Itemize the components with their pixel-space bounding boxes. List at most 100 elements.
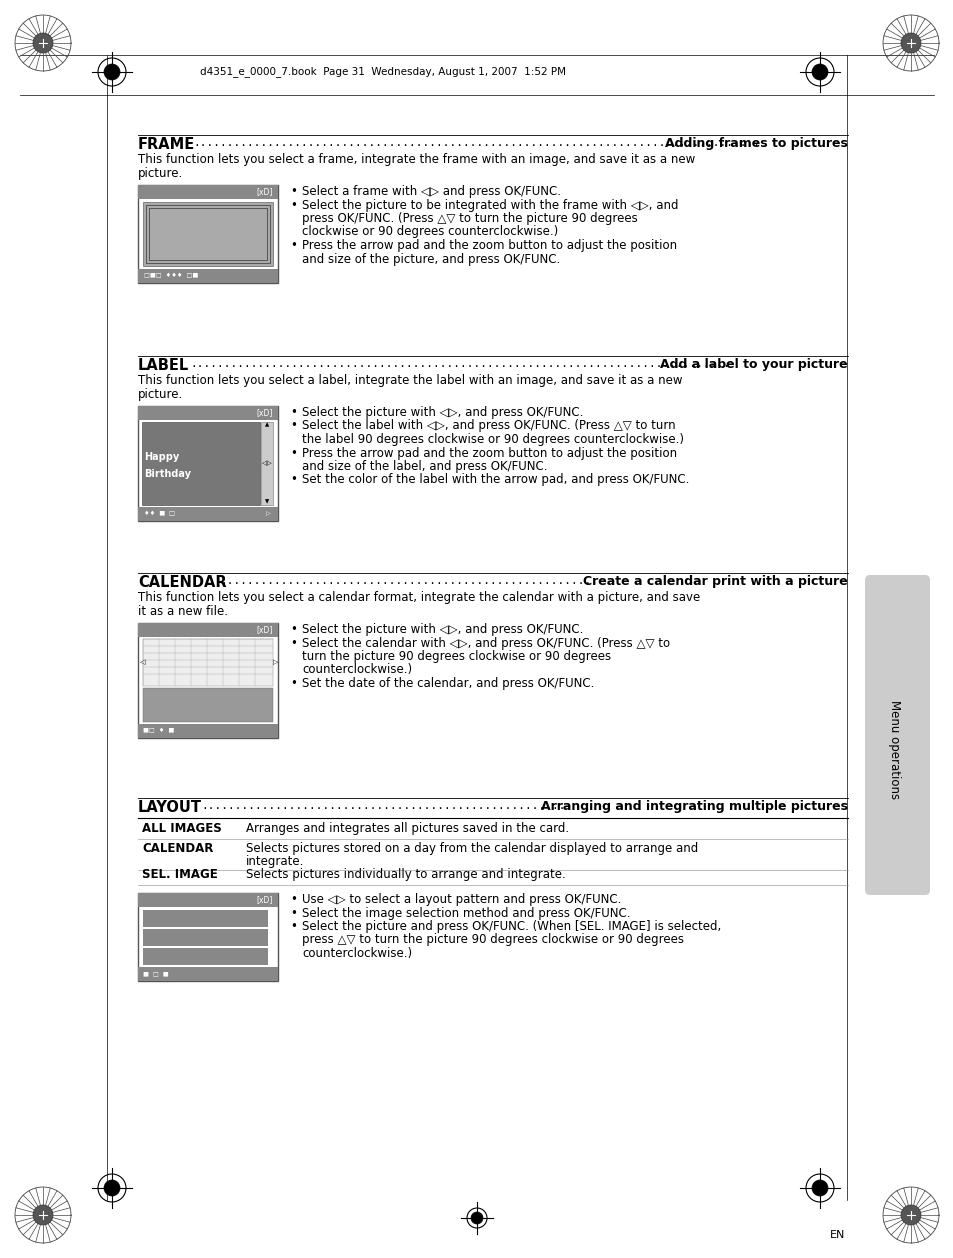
- Text: ◁: ◁: [140, 659, 145, 665]
- Text: ▲: ▲: [265, 423, 269, 428]
- Text: ................................................................................: ........................................…: [190, 359, 729, 369]
- Text: Happy: Happy: [144, 452, 179, 462]
- Circle shape: [811, 64, 827, 81]
- Text: ■□  ♦  ■: ■□ ♦ ■: [143, 728, 174, 733]
- Text: Press the arrow pad and the zoom button to adjust the position: Press the arrow pad and the zoom button …: [302, 239, 677, 252]
- Text: Select a frame with ◁▷ and press OK/FUNC.: Select a frame with ◁▷ and press OK/FUNC…: [302, 185, 560, 198]
- Bar: [138, 406, 277, 420]
- Text: Menu operations: Menu operations: [887, 701, 901, 800]
- Text: □■□  ♦♦♦  □■: □■□ ♦♦♦ □■: [144, 273, 198, 278]
- Text: .......................................................: ........................................…: [201, 801, 572, 811]
- Text: Adding frames to pictures: Adding frames to pictures: [664, 137, 847, 150]
- Text: Select the picture with ◁▷, and press OK/FUNC.: Select the picture with ◁▷, and press OK…: [302, 406, 583, 419]
- Text: Select the label with ◁▷, and press OK/FUNC. (Press △▽ to turn: Select the label with ◁▷, and press OK/F…: [302, 419, 675, 433]
- Text: ........................................................: ........................................…: [220, 576, 598, 586]
- Text: •: •: [290, 406, 296, 419]
- Text: Select the calendar with ◁▷, and press OK/FUNC. (Press △▽ to: Select the calendar with ◁▷, and press O…: [302, 637, 669, 649]
- Bar: [143, 910, 268, 927]
- Bar: [146, 205, 270, 263]
- Text: FRAME: FRAME: [138, 137, 195, 152]
- Text: clockwise or 90 degrees counterclockwise.): clockwise or 90 degrees counterclockwise…: [302, 225, 558, 239]
- Text: This function lets you select a label, integrate the label with an image, and sa: This function lets you select a label, i…: [138, 374, 681, 387]
- Text: Use ◁▷ to select a layout pattern and press OK/FUNC.: Use ◁▷ to select a layout pattern and pr…: [302, 893, 620, 906]
- Text: counterclockwise.): counterclockwise.): [302, 947, 412, 960]
- Text: Arranges and integrates all pictures saved in the card.: Arranges and integrates all pictures sav…: [246, 821, 569, 835]
- Text: [xD]: [xD]: [256, 896, 273, 905]
- Text: CALENDAR: CALENDAR: [142, 842, 213, 855]
- Text: Select the picture to be integrated with the frame with ◁▷, and: Select the picture to be integrated with…: [302, 199, 678, 211]
- Text: Birthday: Birthday: [144, 469, 191, 479]
- Bar: [138, 893, 277, 907]
- Text: LABEL: LABEL: [138, 359, 189, 374]
- Text: This function lets you select a frame, integrate the frame with an image, and sa: This function lets you select a frame, i…: [138, 153, 695, 166]
- Text: ▼: ▼: [265, 499, 269, 504]
- Text: ▷: ▷: [266, 512, 271, 517]
- Text: ................................................................................: ........................................…: [193, 138, 760, 148]
- Text: it as a new file.: it as a new file.: [138, 605, 228, 618]
- Circle shape: [471, 1211, 482, 1224]
- Text: Set the date of the calendar, and press OK/FUNC.: Set the date of the calendar, and press …: [302, 677, 594, 689]
- Text: [xD]: [xD]: [256, 187, 273, 196]
- Text: Selects pictures individually to arrange and integrate.: Selects pictures individually to arrange…: [246, 868, 565, 881]
- Circle shape: [900, 33, 920, 53]
- Text: press OK/FUNC. (Press △▽ to turn the picture 90 degrees: press OK/FUNC. (Press △▽ to turn the pic…: [302, 213, 638, 225]
- Text: picture.: picture.: [138, 167, 183, 180]
- Text: [xD]: [xD]: [256, 625, 273, 634]
- Text: •: •: [290, 893, 296, 906]
- Text: Select the picture with ◁▷, and press OK/FUNC.: Select the picture with ◁▷, and press OK…: [302, 623, 583, 637]
- Text: press △▽ to turn the picture 90 degrees clockwise or 90 degrees: press △▽ to turn the picture 90 degrees …: [302, 933, 683, 946]
- Text: •: •: [290, 199, 296, 211]
- Bar: [142, 421, 260, 504]
- Circle shape: [104, 64, 120, 81]
- Text: •: •: [290, 623, 296, 637]
- Text: Selects pictures stored on a day from the calendar displayed to arrange and: Selects pictures stored on a day from th…: [246, 842, 698, 855]
- Text: and size of the label, and press OK/FUNC.: and size of the label, and press OK/FUNC…: [302, 460, 547, 473]
- Text: •: •: [290, 637, 296, 649]
- Bar: [138, 269, 277, 283]
- Text: •: •: [290, 239, 296, 252]
- Text: the label 90 degrees clockwise or 90 degrees counterclockwise.): the label 90 degrees clockwise or 90 deg…: [302, 433, 683, 447]
- Text: Arranging and integrating multiple pictures: Arranging and integrating multiple pictu…: [540, 800, 847, 813]
- FancyBboxPatch shape: [864, 575, 929, 894]
- Circle shape: [104, 1180, 120, 1196]
- Bar: [143, 203, 273, 265]
- Circle shape: [811, 1180, 827, 1196]
- Text: CALENDAR: CALENDAR: [138, 575, 227, 590]
- Text: •: •: [290, 185, 296, 198]
- Text: counterclockwise.): counterclockwise.): [302, 663, 412, 677]
- Text: d4351_e_0000_7.book  Page 31  Wednesday, August 1, 2007  1:52 PM: d4351_e_0000_7.book Page 31 Wednesday, A…: [200, 67, 565, 78]
- Text: ■  □  ■: ■ □ ■: [143, 971, 169, 976]
- Text: •: •: [290, 473, 296, 487]
- Circle shape: [33, 33, 53, 53]
- Text: ALL IMAGES: ALL IMAGES: [142, 821, 221, 835]
- Circle shape: [33, 1205, 53, 1225]
- Bar: [138, 967, 277, 981]
- Text: ♦♦  ■  □: ♦♦ ■ □: [144, 512, 174, 517]
- Text: LAYOUT: LAYOUT: [138, 800, 202, 815]
- Bar: [143, 928, 268, 946]
- Text: SEL. IMAGE: SEL. IMAGE: [142, 868, 217, 881]
- Text: •: •: [290, 419, 296, 433]
- Bar: [138, 893, 277, 981]
- Text: •: •: [290, 677, 296, 689]
- Text: •: •: [290, 920, 296, 933]
- Text: Add a label to your picture: Add a label to your picture: [659, 359, 847, 371]
- Text: [xD]: [xD]: [256, 409, 273, 418]
- Bar: [138, 507, 277, 521]
- Bar: [138, 185, 277, 199]
- Text: Select the picture and press OK/FUNC. (When [SEL. IMAGE] is selected,: Select the picture and press OK/FUNC. (W…: [302, 920, 720, 933]
- Circle shape: [900, 1205, 920, 1225]
- Text: •: •: [290, 907, 296, 920]
- Bar: [138, 406, 277, 521]
- Text: and size of the picture, and press OK/FUNC.: and size of the picture, and press OK/FU…: [302, 253, 559, 265]
- Text: picture.: picture.: [138, 387, 183, 401]
- Bar: [261, 421, 273, 504]
- Bar: [138, 623, 277, 637]
- Text: Create a calendar print with a picture: Create a calendar print with a picture: [582, 575, 847, 587]
- Text: EN: EN: [829, 1230, 844, 1240]
- Text: turn the picture 90 degrees clockwise or 90 degrees: turn the picture 90 degrees clockwise or…: [302, 650, 611, 663]
- Bar: [143, 949, 268, 965]
- Bar: [138, 725, 277, 738]
- Bar: [143, 688, 273, 722]
- Text: •: •: [290, 447, 296, 459]
